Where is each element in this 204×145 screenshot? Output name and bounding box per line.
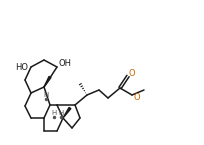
Text: O: O <box>128 68 135 77</box>
Text: HO: HO <box>16 62 28 71</box>
Text: H: H <box>58 110 63 116</box>
Polygon shape <box>63 107 71 118</box>
Text: H: H <box>51 110 56 116</box>
Polygon shape <box>44 76 51 87</box>
Text: OH: OH <box>58 59 71 68</box>
Text: H: H <box>43 92 48 98</box>
Text: O: O <box>133 94 140 103</box>
